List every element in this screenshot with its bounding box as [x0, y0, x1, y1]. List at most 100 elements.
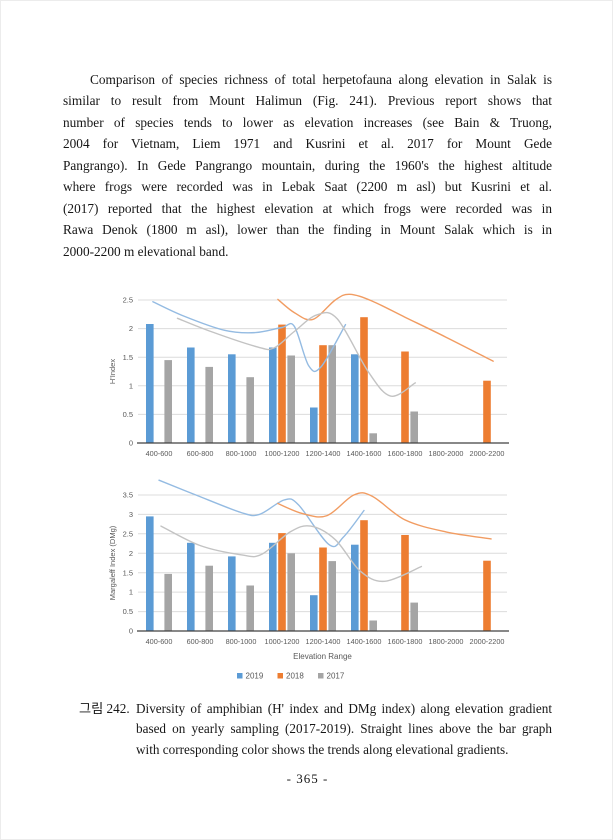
- bar-2017-1200-1400: [328, 561, 336, 631]
- trend-lines: [158, 479, 492, 583]
- page-number: - 365 -: [286, 771, 329, 786]
- bar-2017-1000-1200: [287, 355, 295, 443]
- bar-2017-1000-1200: [287, 553, 295, 631]
- svg-text:400-600: 400-600: [146, 637, 173, 646]
- bar-2019-1200-1400: [310, 407, 318, 443]
- bars: [146, 516, 491, 631]
- bars: [146, 317, 491, 443]
- svg-text:400-600: 400-600: [146, 449, 173, 458]
- body-paragraph: Comparison of species richness of total …: [63, 69, 552, 262]
- legend-label-2018: 2018: [286, 671, 304, 680]
- y-axis-title: Margaleff Index (DMg): [108, 525, 117, 600]
- svg-text:0.5: 0.5: [123, 607, 133, 616]
- bar-2018-1600-1800: [401, 535, 409, 631]
- h-index-chart: 0 0.5 1 1.5 2 2.5 400-600 600-800 800-1000 1000-1…: [108, 293, 509, 458]
- bar-2017-1600-1800: [410, 602, 418, 631]
- paragraph-line: Pangrango). In Gede Pangrango mountain, …: [63, 157, 552, 173]
- svg-text:1200-1400: 1200-1400: [306, 449, 341, 458]
- bar-2018-1600-1800: [401, 351, 409, 443]
- bar-2018-1000-1200: [278, 533, 286, 631]
- bar-2018-1400-1600: [360, 317, 368, 443]
- figure-caption-label: 그림 242.: [79, 701, 130, 716]
- svg-text:1800-2000: 1800-2000: [429, 637, 464, 646]
- bar-2019-400-600: [146, 516, 154, 631]
- bar-2018-2000-2200: [483, 560, 491, 631]
- x-axis-tick-labels: 400-600 600-800 800-1000 1000-1200 1200-1400…: [146, 449, 505, 458]
- legend-label-2017: 2017: [327, 671, 345, 680]
- trend-line-2019: [158, 479, 365, 548]
- bar-2018-1000-1200: [278, 324, 286, 443]
- bar-2019-1200-1400: [310, 595, 318, 631]
- svg-text:1400-1600: 1400-1600: [347, 637, 382, 646]
- bar-2018-1200-1400: [319, 547, 327, 631]
- bar-2018-2000-2200: [483, 380, 491, 443]
- paragraph-line: Rawa Denok (1800 m asl), lower than the …: [63, 222, 552, 238]
- svg-text:1000-1200: 1000-1200: [265, 637, 300, 646]
- chart-legend: 2019 2018 2017: [237, 671, 345, 680]
- legend-swatch-2018: [277, 673, 283, 679]
- paragraph-line: where frogs were recorded was in Lebak S…: [63, 179, 552, 195]
- bar-2019-800-1000: [228, 354, 236, 443]
- bar-2017-600-800: [205, 565, 213, 631]
- legend-label-2019: 2019: [246, 671, 264, 680]
- svg-text:1200-1400: 1200-1400: [306, 637, 341, 646]
- svg-text:3: 3: [129, 510, 133, 519]
- bar-2017-1600-1800: [410, 411, 418, 443]
- figure-caption: 그림 242. Diversity of amphibian (H' index…: [79, 699, 552, 760]
- svg-text:800-1000: 800-1000: [226, 449, 257, 458]
- bar-2017-800-1000: [246, 377, 254, 443]
- bar-2019-1400-1600: [351, 544, 359, 631]
- paragraph-line: 2004 for Vietnam, Liem 1971 and Kusrini …: [63, 136, 552, 152]
- svg-text:2: 2: [129, 549, 133, 558]
- x-axis-tick-labels: 400-600 600-800 800-1000 1000-1200 1200-1400…: [146, 637, 505, 646]
- trend-line-2018: [277, 492, 492, 540]
- bar-2019-600-800: [187, 347, 195, 443]
- bar-2019-600-800: [187, 542, 195, 631]
- paragraph-line: number of species tends to lower as elev…: [63, 114, 552, 130]
- bar-2019-400-600: [146, 324, 154, 443]
- svg-text:3.5: 3.5: [123, 491, 133, 500]
- svg-text:1.5: 1.5: [123, 353, 133, 362]
- bar-2017-800-1000: [246, 585, 254, 631]
- bar-2019-1000-1200: [269, 542, 277, 631]
- bar-2017-1400-1600: [369, 433, 377, 443]
- paragraph-line: Comparison of species richness of total …: [90, 72, 552, 87]
- trend-line-2018: [277, 293, 494, 362]
- bar-2019-800-1000: [228, 556, 236, 631]
- svg-text:0.5: 0.5: [123, 410, 133, 419]
- trend-lines: [152, 293, 494, 397]
- bar-2019-1400-1600: [351, 354, 359, 443]
- svg-text:600-800: 600-800: [187, 449, 214, 458]
- y-axis-tick-labels: 0 0.5 1 1.5 2 2.5 3 3.5: [123, 491, 133, 636]
- paragraph-line: 2000-2200 m elevational band.: [63, 243, 229, 259]
- svg-text:0: 0: [129, 627, 133, 636]
- bar-2017-400-600: [164, 573, 172, 631]
- svg-text:1800-2000: 1800-2000: [429, 449, 464, 458]
- caption-line: based on yearly sampling (2017-2019). St…: [136, 721, 552, 737]
- svg-text:1600-1800: 1600-1800: [388, 637, 423, 646]
- figure-caption-text: Diversity of amphibian (H' index and DMg…: [136, 699, 552, 760]
- svg-text:2000-2200: 2000-2200: [470, 637, 505, 646]
- svg-text:1400-1600: 1400-1600: [347, 449, 382, 458]
- svg-text:1: 1: [129, 588, 133, 597]
- bar-2017-400-600: [164, 360, 172, 443]
- margaleff-index-chart: 0 0.5 1 1.5 2 2.5 3 3.5 400-600 600-800 800-1000 10…: [108, 479, 509, 680]
- svg-text:1000-1200: 1000-1200: [265, 449, 300, 458]
- svg-text:1600-1800: 1600-1800: [388, 449, 423, 458]
- paragraph-line: (2017) reported that the highest elevati…: [63, 200, 552, 216]
- svg-text:2.5: 2.5: [123, 296, 133, 305]
- svg-text:600-800: 600-800: [187, 637, 214, 646]
- x-axis-title: Elevation Range: [293, 652, 352, 661]
- y-axis-tick-labels: 0 0.5 1 1.5 2 2.5: [123, 296, 133, 448]
- svg-text:2: 2: [129, 324, 133, 333]
- paragraph-line: similar to result from Mount Halimun (Fi…: [63, 93, 552, 109]
- bar-2018-1200-1400: [319, 345, 327, 443]
- caption-line: with corresponding color shows the trend…: [136, 741, 509, 757]
- caption-line: Diversity of amphibian (H' index and DMg…: [136, 701, 552, 716]
- trend-line-2017: [176, 311, 416, 397]
- trend-line-2019: [152, 301, 347, 373]
- bar-2018-1400-1600: [360, 520, 368, 631]
- y-axis-title: H'Index: [108, 359, 117, 384]
- trend-line-2017: [160, 525, 423, 583]
